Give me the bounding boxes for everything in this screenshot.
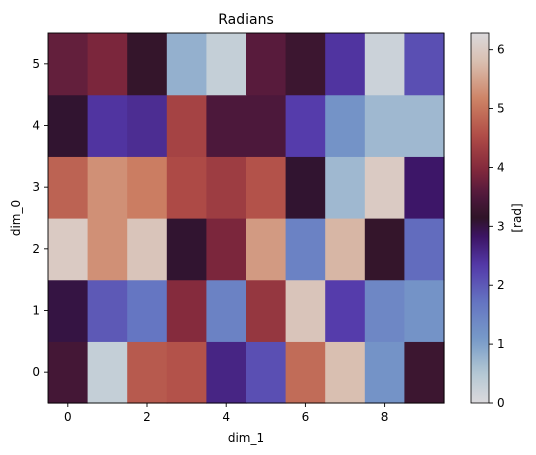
x-tick-label: 4 bbox=[222, 410, 230, 424]
y-tick-label: 4 bbox=[32, 119, 40, 133]
heatmap-cell bbox=[166, 156, 207, 219]
y-tick-label: 1 bbox=[32, 304, 40, 318]
heatmap-cell bbox=[246, 218, 287, 281]
heatmap-cell bbox=[127, 218, 168, 281]
heatmap-cell bbox=[246, 341, 287, 404]
heatmap-cell bbox=[404, 218, 445, 281]
heatmap-cell bbox=[364, 33, 405, 96]
heatmap-cell bbox=[364, 341, 405, 404]
colorbar-tick-label: 5 bbox=[497, 102, 505, 116]
plot-frame bbox=[47, 32, 445, 404]
y-tick-label: 0 bbox=[32, 365, 40, 379]
heatmap-cell bbox=[127, 94, 168, 157]
heatmap-cell bbox=[87, 156, 128, 219]
heatmap-cell bbox=[246, 279, 287, 342]
heatmap-cell bbox=[48, 156, 89, 219]
colorbar bbox=[470, 32, 490, 404]
heatmap-cell bbox=[48, 341, 89, 404]
heatmap-cell bbox=[364, 218, 405, 281]
heatmap-cell bbox=[285, 218, 326, 281]
colorbar-label: [rad] bbox=[510, 203, 524, 232]
heatmap-cell bbox=[87, 33, 128, 96]
heatmap-cell bbox=[325, 94, 366, 157]
heatmap-cell bbox=[404, 33, 445, 96]
heatmap-cells bbox=[48, 33, 445, 404]
heatmap-cell bbox=[48, 94, 89, 157]
heatmap-cell bbox=[166, 218, 207, 281]
heatmap-cell bbox=[166, 341, 207, 404]
heatmap-cell bbox=[246, 94, 287, 157]
y-tick-label: 5 bbox=[32, 57, 40, 71]
heatmap-cell bbox=[206, 341, 247, 404]
heatmap-cell bbox=[364, 156, 405, 219]
heatmap-cell bbox=[325, 33, 366, 96]
heatmap-cell bbox=[87, 218, 128, 281]
heatmap-cell bbox=[404, 341, 445, 404]
heatmap-cell bbox=[87, 341, 128, 404]
heatmap-cell bbox=[325, 279, 366, 342]
heatmap-cell bbox=[246, 156, 287, 219]
heatmap-cell bbox=[325, 341, 366, 404]
heatmap-cell bbox=[127, 33, 168, 96]
colorbar-tick-label: 6 bbox=[497, 43, 505, 57]
x-tick-label: 8 bbox=[381, 410, 389, 424]
heatmap-cell bbox=[206, 279, 247, 342]
heatmap-cell bbox=[325, 156, 366, 219]
heatmap-cell bbox=[127, 341, 168, 404]
y-axis: 0 1 2 3 4 5 bbox=[32, 57, 48, 379]
y-tick-label: 2 bbox=[32, 242, 40, 256]
heatmap-cell bbox=[48, 218, 89, 281]
heatmap-cell bbox=[48, 33, 89, 96]
colorbar-tick-label: 1 bbox=[497, 337, 505, 351]
heatmap-cell bbox=[364, 279, 405, 342]
colorbar-axis: 0 1 2 3 4 5 6 bbox=[489, 43, 505, 410]
colorbar-tick-label: 0 bbox=[497, 396, 505, 410]
y-axis-label: dim_0 bbox=[9, 200, 23, 236]
heatmap-cell bbox=[166, 279, 207, 342]
x-tick-label: 6 bbox=[302, 410, 310, 424]
heatmap-cell bbox=[127, 279, 168, 342]
heatmap-cell bbox=[166, 94, 207, 157]
x-tick-label: 0 bbox=[64, 410, 72, 424]
heatmap-cell bbox=[285, 279, 326, 342]
heatmap-cell bbox=[206, 33, 247, 96]
colorbar-tick-label: 2 bbox=[497, 278, 505, 292]
x-tick-label: 2 bbox=[143, 410, 151, 424]
heatmap-cell bbox=[127, 156, 168, 219]
heatmap-cell bbox=[206, 218, 247, 281]
heatmap-cell bbox=[166, 33, 207, 96]
heatmap-cell bbox=[364, 94, 405, 157]
colorbar-tick-label: 4 bbox=[497, 160, 505, 174]
heatmap-cell bbox=[404, 156, 445, 219]
heatmap-cell bbox=[285, 341, 326, 404]
heatmap-cell bbox=[206, 156, 247, 219]
heatmap-cell bbox=[246, 33, 287, 96]
heatmap-cell bbox=[325, 218, 366, 281]
heatmap-cell bbox=[206, 94, 247, 157]
heatmap-cell bbox=[404, 279, 445, 342]
x-axis: 0 2 4 6 8 bbox=[64, 403, 388, 424]
colorbar-tick-label: 3 bbox=[497, 219, 505, 233]
heatmap-cell bbox=[285, 33, 326, 96]
heatmap-cell bbox=[404, 94, 445, 157]
y-tick-label: 3 bbox=[32, 180, 40, 194]
heatmap-cell bbox=[87, 279, 128, 342]
heatmap-cell bbox=[87, 94, 128, 157]
heatmap-cell bbox=[285, 156, 326, 219]
chart-title: Radians bbox=[218, 12, 274, 28]
heatmap-cell bbox=[285, 94, 326, 157]
x-axis-label: dim_1 bbox=[228, 431, 264, 445]
heatmap-cell bbox=[48, 279, 89, 342]
